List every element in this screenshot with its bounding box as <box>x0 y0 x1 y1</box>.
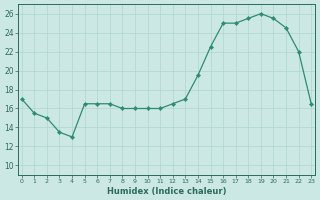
X-axis label: Humidex (Indice chaleur): Humidex (Indice chaleur) <box>107 187 226 196</box>
